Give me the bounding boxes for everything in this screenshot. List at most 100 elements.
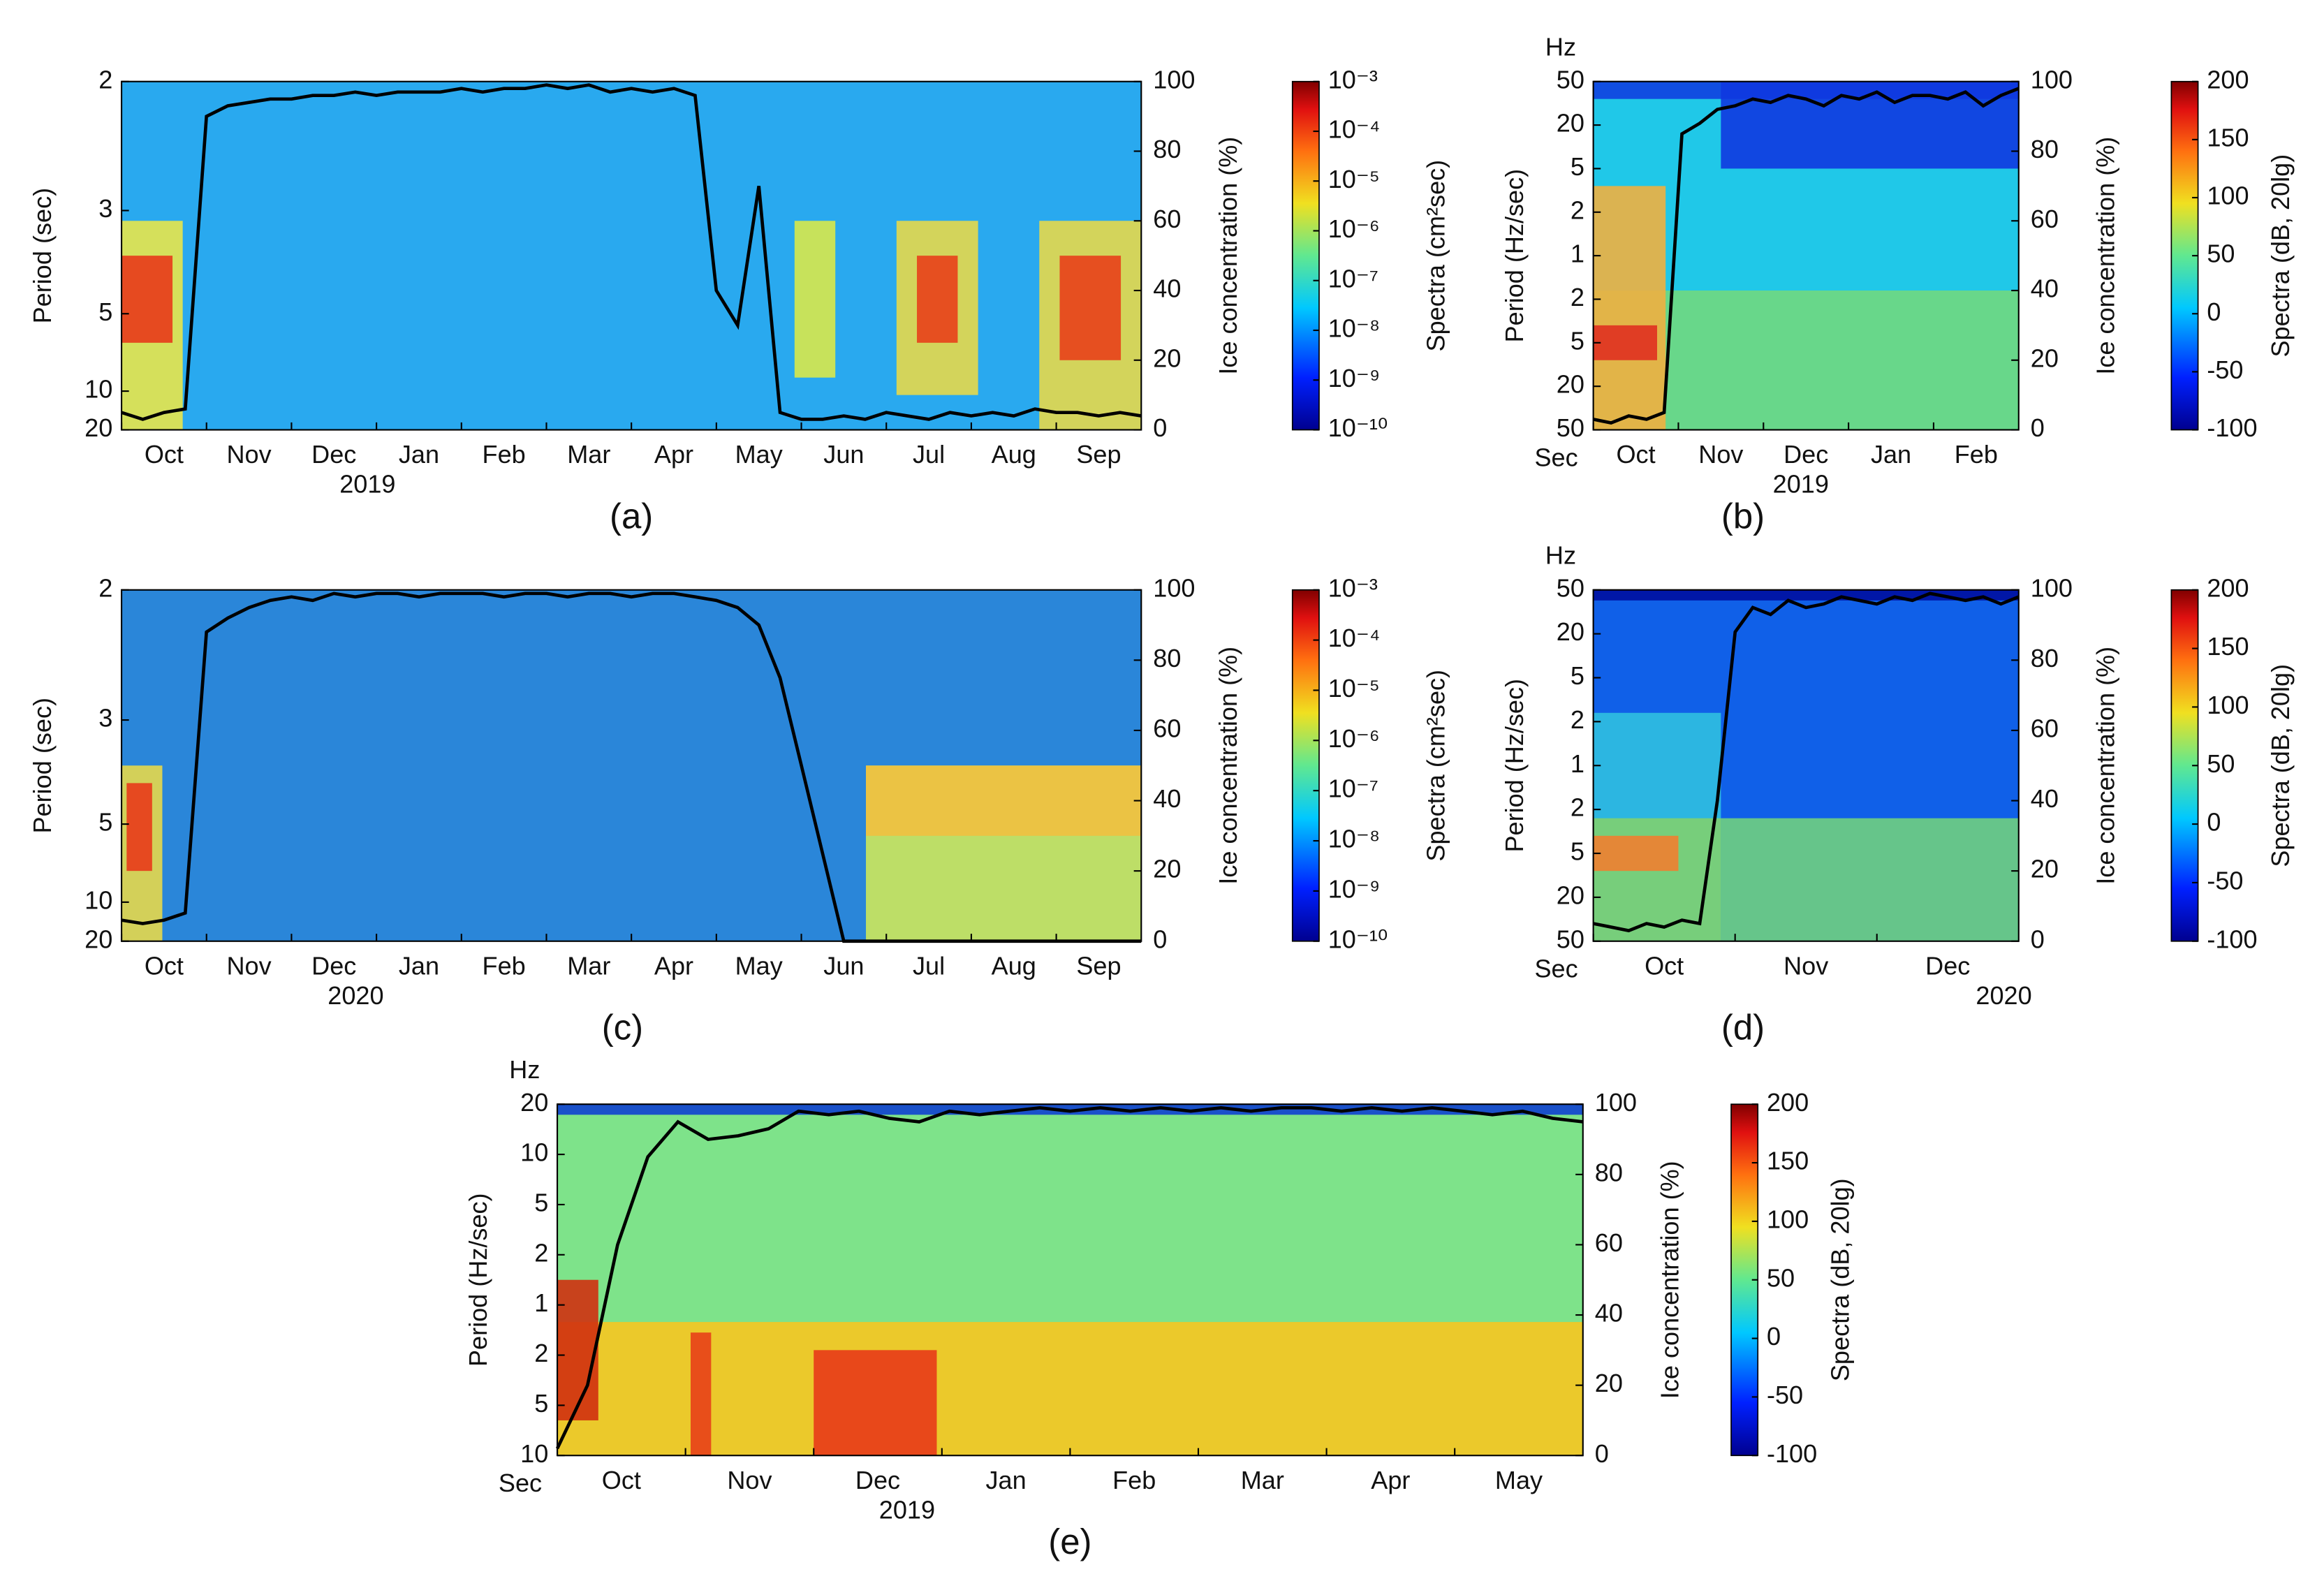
x-tick-label: Sep: [1076, 440, 1121, 469]
y2-tick-label: 100: [2031, 65, 2073, 94]
x-tick-label: Mar: [1241, 1466, 1284, 1494]
spectrogram-band: [1059, 256, 1121, 360]
colorbar-tick-label: 10⁻⁶: [1328, 724, 1380, 753]
colorbar-tick-label: 10⁻⁹: [1328, 364, 1381, 392]
y2-tick-label: 0: [2031, 925, 2045, 953]
y-tick-label: 1: [1571, 240, 1584, 268]
y2-tick-label: 100: [1153, 573, 1195, 602]
x-tick-label: Jun: [823, 951, 864, 980]
y-bottom-unit: Sec: [1534, 955, 1577, 983]
y-axis-label: Period (Hz/sec): [1500, 679, 1529, 853]
spectrogram: [122, 81, 1142, 430]
panel-label: (e): [1048, 1522, 1091, 1561]
x-tick-label: Oct: [145, 951, 184, 980]
colorbar-tick-label: 200: [2207, 65, 2249, 94]
y-tick-label: 1: [1571, 749, 1584, 778]
y-tick-label: 20: [84, 925, 112, 953]
colorbar-label: Spectra (dB, 20lg): [1826, 1178, 1855, 1381]
plot-frame: [120, 80, 1142, 431]
year-label: 2020: [1976, 981, 2031, 1010]
y-axis-label: Period (Hz/sec): [464, 1193, 492, 1367]
y2-tick-label: 40: [2031, 274, 2059, 303]
x-tick-label: Nov: [1698, 440, 1743, 469]
x-tick-label: Dec: [1784, 440, 1828, 469]
colorbar-tick-label: 150: [2207, 632, 2249, 661]
y-tick-label: 2: [1571, 196, 1584, 224]
colorbar: [1291, 589, 1320, 942]
x-tick-label: Jul: [913, 440, 945, 469]
x-tick-label: Dec: [1925, 951, 1970, 980]
y-tick-label: 50: [1557, 65, 1584, 94]
y-bottom-unit: Sec: [499, 1469, 542, 1497]
y2-axis-label: Ice concentration (%): [2091, 647, 2120, 885]
x-tick-label: Oct: [602, 1466, 641, 1494]
ice-concentration-line: [1593, 87, 2020, 425]
y2-tick-label: 20: [1595, 1369, 1623, 1397]
colorbar: [1291, 80, 1320, 431]
colorbar-tick-label: -100: [2207, 413, 2257, 442]
spectrogram-band: [1593, 589, 2019, 601]
x-tick-label: May: [735, 440, 783, 469]
x-tick-label: Dec: [311, 440, 356, 469]
panel-label: (c): [602, 1008, 643, 1047]
y-tick-label: 10: [520, 1439, 548, 1468]
y2-tick-label: 0: [1153, 925, 1167, 953]
colorbar-tick-label: -50: [2207, 355, 2243, 384]
spectrogram-band: [814, 1350, 937, 1456]
year-label: 2019: [1773, 470, 1829, 499]
y-tick-label: 10: [84, 375, 112, 404]
x-tick-label: Oct: [1645, 951, 1684, 980]
colorbar-tick-label: 0: [1767, 1322, 1781, 1351]
y-tick-label: 3: [98, 194, 112, 223]
y-top-unit: Hz: [1545, 541, 1576, 570]
y2-tick-label: 100: [2031, 573, 2073, 602]
colorbar-tick-label: -50: [2207, 866, 2243, 895]
colorbar-tick-label: 150: [2207, 123, 2249, 152]
y-tick-label: 50: [1557, 925, 1584, 953]
spectrogram-band: [794, 221, 836, 378]
y2-axis-label: Ice concentration (%): [1214, 647, 1242, 885]
panel-label: (b): [1721, 496, 1765, 536]
y2-tick-label: 60: [1595, 1228, 1623, 1257]
y-axis-label: Period (sec): [28, 188, 57, 323]
y-tick-label: 50: [1557, 413, 1584, 442]
y-bottom-unit: Sec: [1534, 443, 1577, 471]
colorbar-tick-label: 10⁻⁸: [1328, 314, 1380, 343]
x-tick-label: Jan: [1871, 440, 1911, 469]
spectrogram-band: [1721, 818, 2019, 941]
colorbar-tick-label: 0: [2207, 297, 2221, 326]
colorbar-tick-label: 100: [2207, 691, 2249, 719]
ice-concentration-line: [121, 83, 1142, 421]
year-label: 2019: [879, 1495, 935, 1524]
y-tick-label: 5: [1571, 152, 1584, 181]
y-tick-label: 20: [84, 413, 112, 442]
y-tick-label: 2: [1571, 705, 1584, 734]
colorbar-tick-label: 10⁻⁷: [1328, 774, 1378, 803]
y2-tick-label: 40: [2031, 784, 2059, 813]
y2-tick-label: 80: [1153, 644, 1181, 672]
colorbar-label: Spectra (cm²sec): [1421, 160, 1450, 352]
y-tick-label: 2: [534, 1238, 548, 1267]
spectrogram-band: [917, 256, 958, 343]
x-tick-label: Dec: [855, 1466, 900, 1494]
colorbar-tick-label: 50: [2207, 240, 2235, 268]
y-tick-label: 20: [1557, 109, 1584, 138]
x-tick-label: Feb: [483, 440, 526, 469]
y-tick-label: 20: [1557, 881, 1584, 909]
y2-tick-label: 100: [1595, 1088, 1637, 1117]
colorbar-tick-label: 0: [2207, 808, 2221, 837]
y2-tick-label: 20: [2031, 344, 2059, 372]
y2-tick-label: 60: [1153, 714, 1181, 742]
x-tick-label: Apr: [654, 951, 693, 980]
y-tick-label: 10: [520, 1138, 548, 1167]
plot-frame: [1592, 589, 2020, 942]
y-tick-label: 20: [1557, 370, 1584, 399]
y2-tick-label: 80: [2031, 644, 2059, 672]
colorbar-tick-label: 10⁻³: [1328, 573, 1378, 602]
y-tick-label: 5: [98, 808, 112, 837]
ice-concentration-line: [1593, 591, 2020, 933]
x-tick-label: Jun: [823, 440, 864, 469]
spectrogram-band: [557, 1279, 598, 1420]
colorbar-tick-label: 200: [1767, 1088, 1809, 1117]
